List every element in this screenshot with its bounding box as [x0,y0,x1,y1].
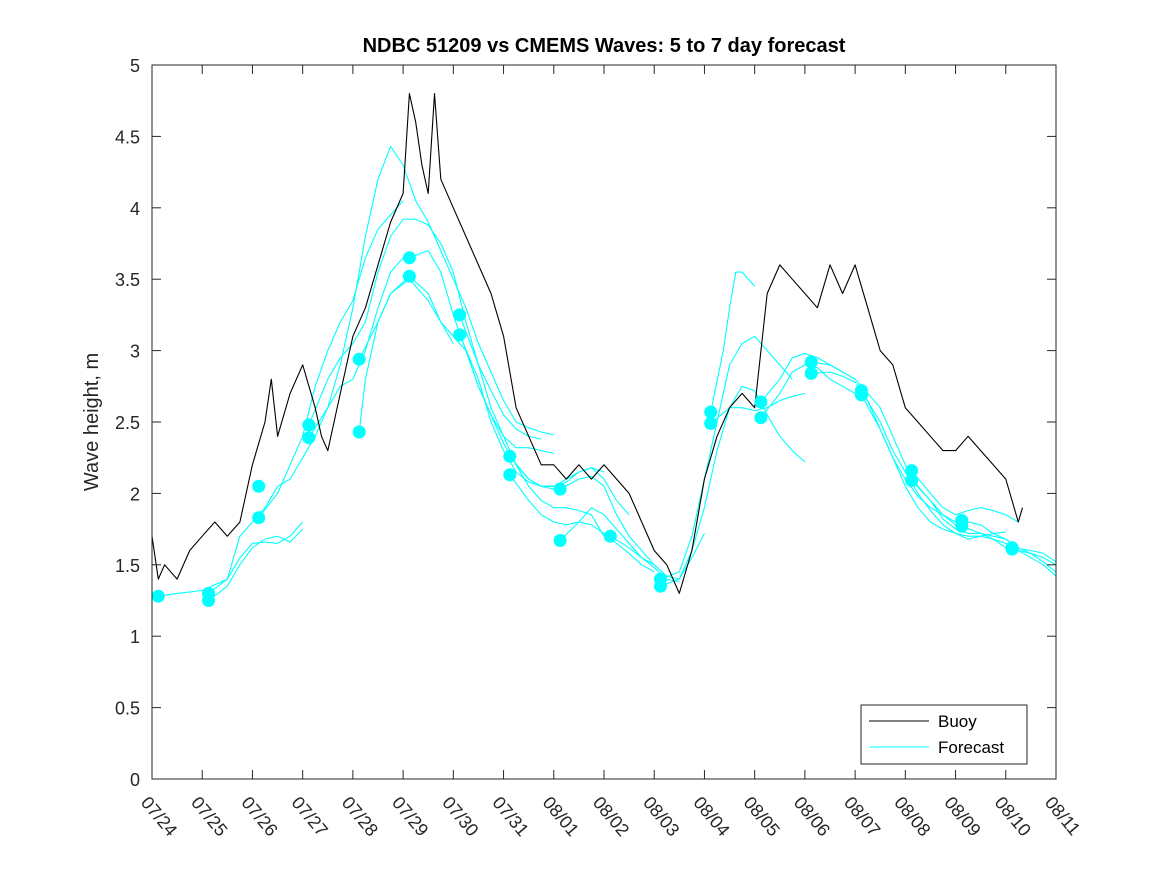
series-line-forecast [1011,548,1057,573]
series-line-forecast [258,200,404,519]
forecast-start-marker [804,366,818,380]
forecast-start-marker [503,468,517,482]
series-line-forecast [860,394,1007,549]
series-line-forecast [208,528,304,601]
marker-layer [151,251,1019,607]
legend-label-forecast: Forecast [938,738,1004,757]
series-line-forecast [860,390,1006,540]
y-tick-label: 1.5 [115,556,140,576]
series-line-forecast [710,271,756,413]
forecast-start-marker [402,269,416,283]
y-tick-label: 2.5 [115,413,140,433]
forecast-start-marker [804,355,818,369]
series-line-forecast [308,218,542,440]
forecast-start-marker [955,519,969,533]
forecast-start-marker [905,464,919,478]
series-line-forecast [710,392,806,424]
series-line-forecast [509,455,630,516]
forecast-start-marker [202,594,215,607]
forecast-start-marker [704,416,718,430]
series-line-forecast [1012,547,1057,563]
forecast-start-marker [503,449,517,463]
forecast-start-marker [352,425,366,439]
forecast-start-marker [553,482,567,496]
forecast-start-marker [402,251,416,265]
forecast-start-marker [905,474,919,487]
series-line-forecast [459,314,605,537]
y-axis: 0 0.5 1 1.5 2 2.5 3 3.5 4 4.5 5 [115,56,1056,790]
y-tick-label: 0.5 [115,699,140,719]
series-line-forecast [660,335,793,580]
legend-box [860,704,1028,765]
forecast-start-marker [553,534,567,547]
series-line-forecast [911,470,1019,523]
forecast-start-marker [252,511,266,525]
chart-title: NDBC 51209 vs CMEMS Waves: 5 to 7 day fo… [363,35,846,57]
y-tick-label: 3 [130,342,140,362]
forecast-start-marker [352,352,366,366]
y-tick-label: 5 [130,56,140,76]
forecast-start-marker [603,529,617,543]
y-tick-label: 3.5 [115,270,140,290]
forecast-start-marker [754,411,768,425]
forecast-start-marker [302,431,316,445]
forecast-start-marker [654,579,667,593]
forecast-start-marker [302,418,316,432]
forecast-start-marker [252,479,266,493]
y-tick-label: 0 [130,770,140,790]
y-axis-label: Wave height, m [81,353,103,491]
series-line-forecast [610,533,705,580]
series-line-forecast [509,474,655,573]
series-line-forecast [911,480,1019,549]
series-line-forecast [559,475,655,566]
forecast-start-marker [704,405,718,419]
y-tick-label: 2 [130,484,140,504]
y-tick-label: 1 [130,627,140,647]
forecast-start-marker [453,328,467,342]
legend: Buoy Forecast [860,704,1028,765]
y-tick-label: 4.5 [115,127,140,147]
series-line-buoy [151,93,1024,594]
forecast-start-marker [151,589,165,603]
forecast-start-marker [453,308,467,322]
forecast-start-marker [854,388,868,402]
y-tick-label: 4 [130,199,140,219]
forecast-start-marker [1005,542,1019,556]
series-line-forecast [208,521,304,594]
plot-area [152,65,1056,779]
forecast-start-marker [754,395,768,409]
series-line-forecast [660,385,806,587]
legend-label-buoy: Buoy [938,712,977,731]
